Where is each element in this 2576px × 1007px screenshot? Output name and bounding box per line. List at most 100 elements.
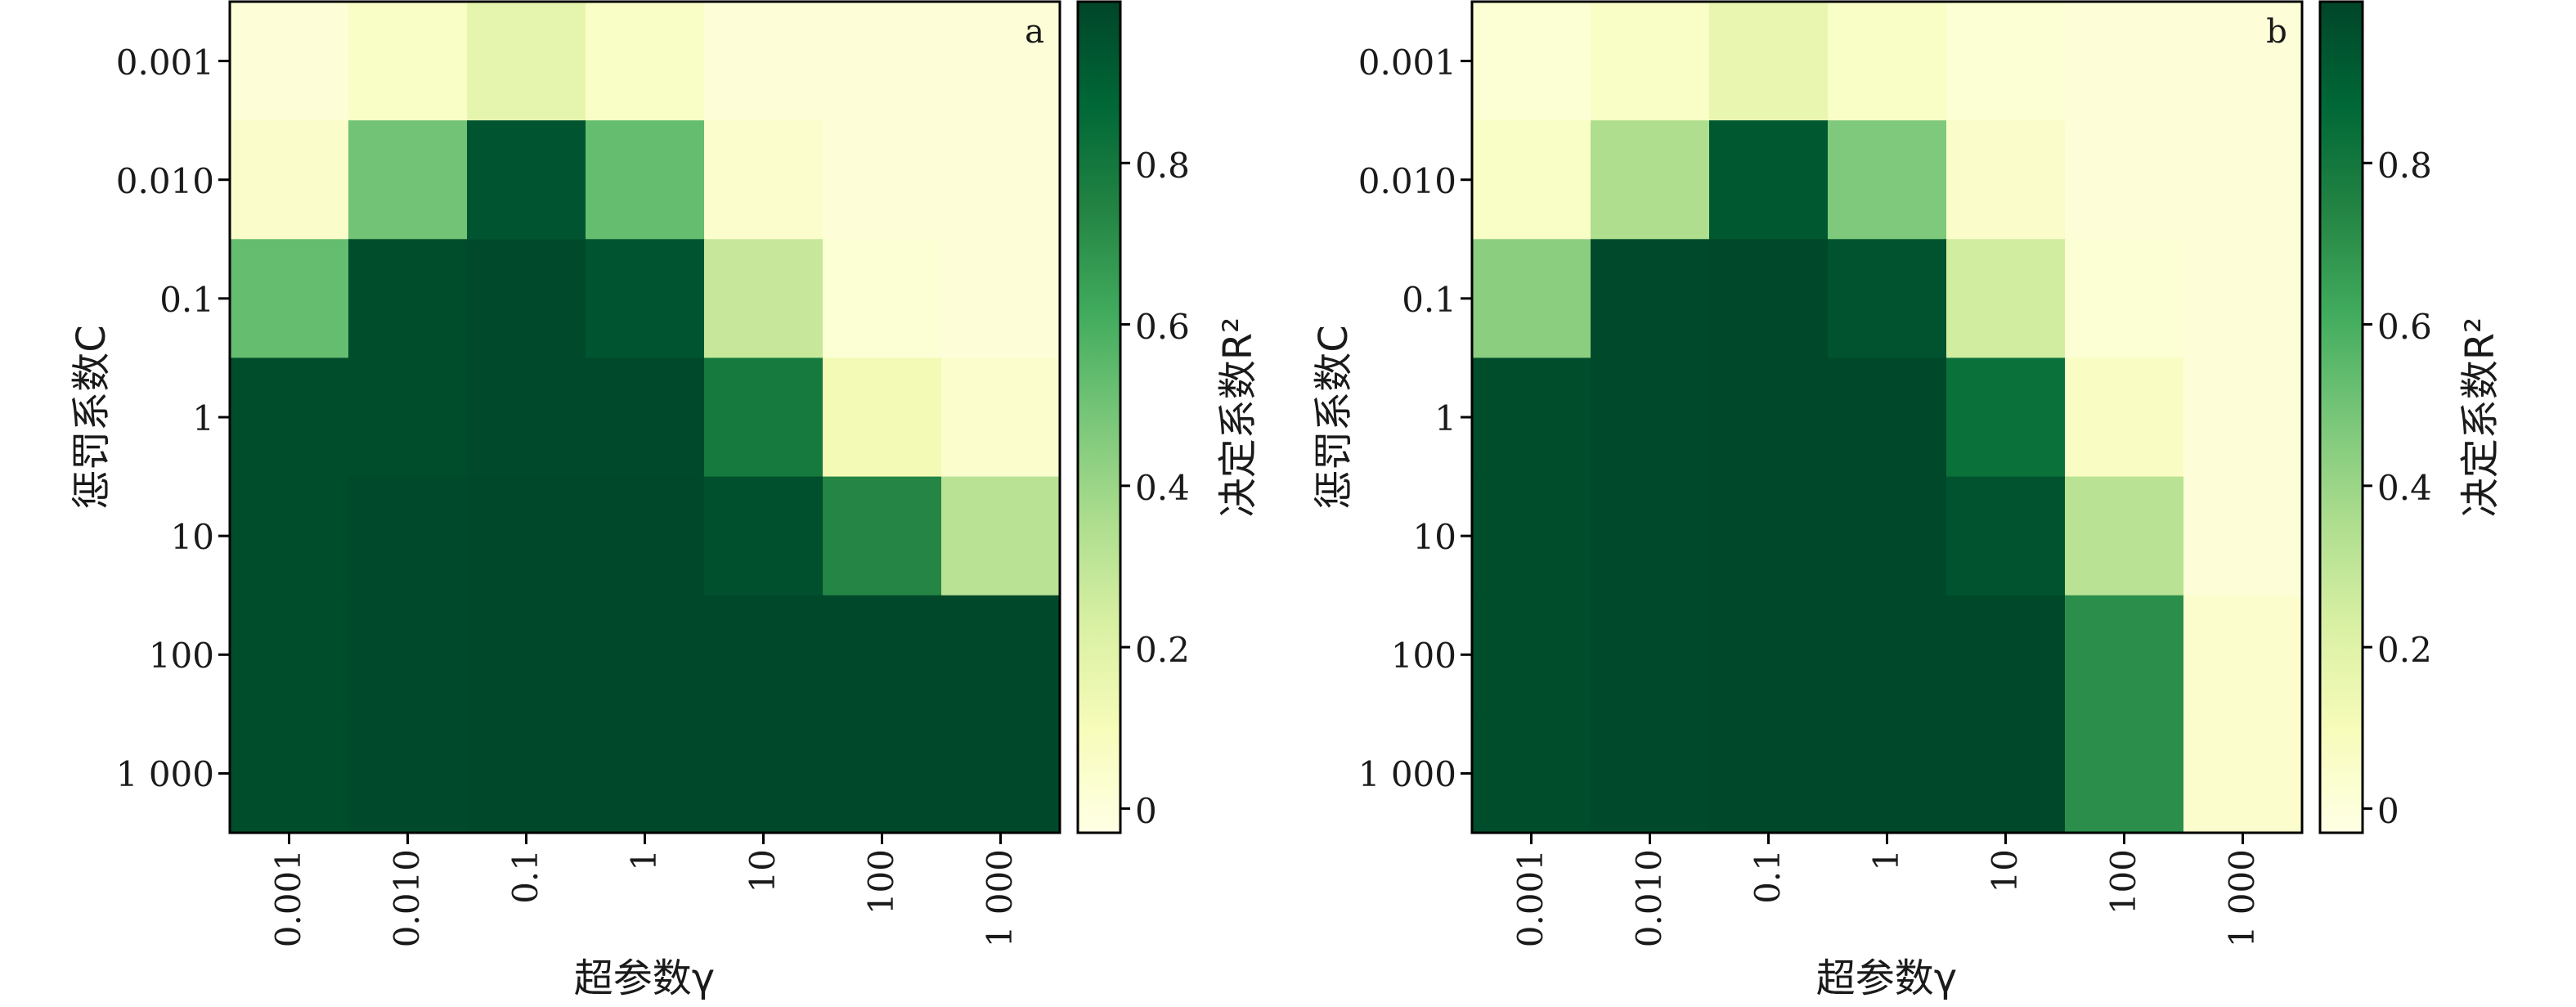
y-tick-label: 100 xyxy=(1391,636,1456,676)
heatmap-cell xyxy=(230,239,349,359)
x-tick-label: 1 000 xyxy=(2222,849,2262,947)
heatmap-cell xyxy=(1828,120,1947,241)
heatmap-cell xyxy=(586,120,705,241)
heatmap-cell xyxy=(1946,357,2066,478)
heatmap-cell xyxy=(467,357,586,478)
colorbar-ticks-b xyxy=(2363,161,2372,810)
heatmap-cell xyxy=(586,357,705,478)
x-tick-label: 100 xyxy=(861,849,901,915)
heatmap-cell xyxy=(1591,239,1710,359)
heatmap-cell xyxy=(941,239,1061,359)
heatmap-cell xyxy=(230,357,349,478)
x-tick-label: 0.001 xyxy=(1510,849,1551,947)
heatmap-cell xyxy=(467,120,586,241)
heatmap-cell xyxy=(1946,595,2066,715)
heatmap-cell xyxy=(1591,120,1710,241)
y-tick-label: 0.001 xyxy=(1358,43,1456,83)
heatmap-cell xyxy=(823,120,942,241)
colorbar-tick-label: 0.4 xyxy=(1135,468,1190,508)
heatmap-cell xyxy=(1946,120,2066,241)
heatmap-cell xyxy=(1472,357,1591,478)
heatmap-cell xyxy=(1828,713,1947,834)
colorbar-tick-label: 0.2 xyxy=(1135,630,1190,670)
x-tick-label: 100 xyxy=(2103,849,2143,915)
tick-marks-a xyxy=(218,60,1002,844)
x-tick-label: 0.001 xyxy=(268,849,308,947)
x-tick-label: 0.010 xyxy=(387,849,427,947)
y-tick-label: 1 000 xyxy=(116,754,214,794)
colorbar-tick-label: 0.8 xyxy=(2377,146,2432,186)
y-tick-label: 0.001 xyxy=(116,43,214,83)
heatmap-panel-b: b 0.001 0.010 0.1 1 10 100 1 000 0.001 0… xyxy=(1311,0,2503,1001)
heatmap-cell xyxy=(1828,476,1947,596)
x-tick-label: 1 000 xyxy=(980,849,1020,947)
heatmap-cell xyxy=(941,120,1061,241)
x-tick-label: 0.1 xyxy=(1748,849,1788,904)
heatmap-cell xyxy=(1828,357,1947,478)
heatmap-cell xyxy=(941,476,1061,596)
heatmap-cell xyxy=(1828,239,1947,359)
heatmap-cell xyxy=(941,713,1061,834)
heatmap-cell xyxy=(823,713,942,834)
y-tick-label: 10 xyxy=(1413,517,1456,557)
heatmap-cell xyxy=(2065,476,2184,596)
heatmap-cell xyxy=(467,2,586,121)
panel-label-b: b xyxy=(2266,13,2287,51)
heatmap-cell xyxy=(467,595,586,715)
heatmap-cell xyxy=(704,713,824,834)
x-axis-label-a: 超参数γ xyxy=(574,955,715,1001)
heatmap-cell xyxy=(230,713,349,834)
y-tick-label: 1 xyxy=(1434,398,1456,438)
heatmap-cell xyxy=(823,357,942,478)
heatmap-cell xyxy=(348,2,468,121)
heatmap-cell xyxy=(941,357,1061,478)
colorbar-tick-label: 0.6 xyxy=(2377,307,2432,347)
colorbar-ticks-a xyxy=(1120,161,1130,810)
y-tick-label: 0.010 xyxy=(1358,161,1456,201)
y-tick-label: 1 000 xyxy=(1358,754,1456,794)
heatmap-cell xyxy=(2183,2,2303,121)
heatmap-cell xyxy=(230,595,349,715)
heatmap-cell xyxy=(1946,239,2066,359)
x-tick-label: 10 xyxy=(1985,849,2025,892)
y-axis-label-b: 惩罚系数C xyxy=(1311,325,1357,510)
heatmap-cell xyxy=(1709,120,1829,241)
heatmap-panel-a: a 0.001 0.010 0.1 1 10 100 1 000 0.001 0… xyxy=(69,0,1261,1001)
heatmap-cell xyxy=(823,476,942,596)
heatmap-cell xyxy=(2065,595,2184,715)
heatmap-cell xyxy=(467,239,586,359)
x-tick-label: 0.1 xyxy=(505,849,545,904)
panel-label-a: a xyxy=(1025,13,1044,51)
y-tick-label: 10 xyxy=(171,517,214,557)
heatmap-cell xyxy=(704,595,824,715)
heatmap-cell xyxy=(1709,476,1829,596)
heatmap-cell xyxy=(586,476,705,596)
heatmap-cell xyxy=(704,476,824,596)
y-tick-label: 0.1 xyxy=(159,280,214,320)
heatmap-cells-a xyxy=(230,2,1061,834)
heatmap-cell xyxy=(586,713,705,834)
heatmap-cell xyxy=(2183,120,2303,241)
heatmap-cell xyxy=(2183,476,2303,596)
heatmap-cell xyxy=(1472,120,1591,241)
heatmap-cell xyxy=(348,239,468,359)
heatmap-cell xyxy=(1472,476,1591,596)
heatmap-cell xyxy=(1472,595,1591,715)
heatmap-cell xyxy=(586,595,705,715)
colorbar-tick-label: 0 xyxy=(2377,791,2399,831)
heatmap-cell xyxy=(823,595,942,715)
heatmap-cell xyxy=(1709,2,1829,121)
heatmap-cell xyxy=(704,239,824,359)
heatmap-cell xyxy=(1828,2,1947,121)
heatmap-cell xyxy=(586,239,705,359)
heatmap-cell xyxy=(1709,239,1829,359)
colorbar-label-b: 决定系数R² xyxy=(2457,317,2503,518)
heatmap-cell xyxy=(1472,239,1591,359)
heatmap-cell xyxy=(704,2,824,121)
heatmap-cell xyxy=(1591,357,1710,478)
heatmap-cell xyxy=(230,120,349,241)
heatmap-cell xyxy=(230,476,349,596)
heatmap-cell xyxy=(1946,2,2066,121)
heatmap-cell xyxy=(704,120,824,241)
